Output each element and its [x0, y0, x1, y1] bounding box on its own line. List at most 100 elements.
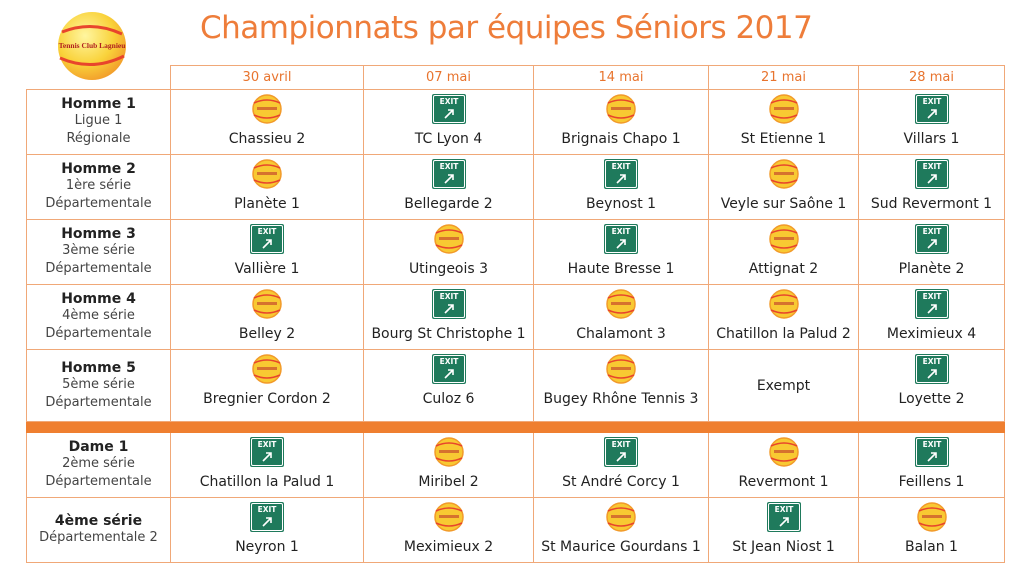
ball-stripe — [253, 99, 281, 104]
ball-stripe — [253, 114, 281, 119]
ball-band — [611, 515, 631, 518]
match: EXIT TC Lyon 4 — [364, 90, 533, 154]
exit-arrow — [926, 304, 937, 314]
match: EXIT Chatillon la Palud 1 — [171, 433, 363, 497]
away-icon: EXIT — [604, 224, 638, 254]
exit-text: EXIT — [922, 440, 942, 449]
team-title: 4ème série — [54, 513, 143, 529]
match-cell: Meximieux 2 — [363, 497, 534, 563]
exit-sign — [431, 94, 466, 124]
away-icon: EXIT — [766, 502, 801, 532]
schedule-table: 30 avril 07 mai 14 mai 21 mai 28 mai Homme 1… — [26, 65, 1005, 563]
team-title: Homme 4 — [61, 291, 136, 307]
opponent: Culoz 6 — [422, 391, 475, 407]
home-icon — [606, 289, 636, 319]
team-row: Homme 4 4ème série Départementale Belley 2 E… — [26, 284, 1005, 350]
exit-text: EXIT — [439, 292, 459, 301]
opponent: Bellegarde 2 — [404, 196, 493, 212]
team-row: Homme 3 3ème série Départementale EXIT Valli… — [26, 219, 1005, 285]
exit-border — [251, 438, 283, 466]
match: EXIT Bourg St Christophe 1 — [364, 285, 533, 349]
ball-stripe — [770, 99, 797, 104]
opponent: Exempt — [756, 377, 811, 394]
team-line: Départementale — [45, 326, 152, 341]
match-cell: Veyle sur Saône 1 — [708, 154, 859, 220]
home-icon — [252, 354, 282, 384]
away-icon: EXIT — [604, 159, 638, 189]
away-icon: EXIT — [914, 437, 949, 467]
opponent: Chalamont 3 — [576, 326, 666, 342]
match: EXIT Bellegarde 2 — [364, 155, 533, 219]
exit-arrow — [443, 304, 454, 314]
ball-stripe — [770, 229, 797, 234]
exit-border — [915, 95, 948, 123]
opponent: Feillens 1 — [898, 474, 965, 490]
ball-stripe — [253, 309, 281, 314]
opponent: Beynost 1 — [585, 196, 657, 212]
exit-text: EXIT — [439, 162, 459, 171]
exit-text: EXIT — [922, 227, 942, 236]
ball-stripe — [770, 179, 797, 184]
exit-sign — [250, 502, 284, 532]
away-icon: EXIT — [250, 224, 284, 254]
ball-band — [257, 107, 277, 110]
opponent: Utingeois 3 — [408, 261, 489, 277]
match-cell: EXIT Culoz 6 — [363, 349, 534, 422]
exit-arrow — [616, 452, 626, 462]
away-icon: EXIT — [914, 289, 949, 319]
exit-sign — [914, 94, 949, 124]
ball-band — [257, 367, 277, 370]
match: St Maurice Gourdans 1 — [534, 498, 708, 562]
ball-stripe — [607, 114, 635, 119]
team-line: 2ème série — [62, 456, 135, 471]
exit-arrow — [926, 109, 937, 119]
ball-stripe — [770, 164, 797, 169]
team-cell: Homme 5 5ème série Départementale — [26, 349, 171, 422]
opponent: St Jean Niost 1 — [732, 539, 835, 555]
match: Bregnier Cordon 2 — [171, 350, 363, 421]
ball-stripe — [435, 244, 462, 249]
match: Brignais Chapo 1 — [534, 90, 708, 154]
team-cell: Homme 3 3ème série Départementale — [26, 219, 171, 285]
opponent: Sud Revermont 1 — [870, 196, 993, 212]
match: EXIT Haute Bresse 1 — [534, 220, 708, 284]
team-cell: Homme 4 4ème série Départementale — [26, 284, 171, 350]
ball-stripe — [253, 359, 281, 364]
ball-band — [921, 515, 942, 518]
exit-border — [432, 160, 465, 188]
exit-arrow — [443, 369, 454, 379]
home-icon — [606, 354, 636, 384]
exit-border — [915, 355, 948, 383]
match-cell: Utingeois 3 — [363, 219, 534, 285]
away-icon: EXIT — [914, 94, 949, 124]
away-icon: EXIT — [914, 159, 949, 189]
match: Exempt — [709, 350, 858, 421]
match: Meximieux 2 — [364, 498, 533, 562]
match: EXIT St André Corcy 1 — [534, 433, 708, 497]
opponent: Belley 2 — [238, 326, 296, 342]
match-cell: EXIT Loyette 2 — [858, 349, 1005, 422]
exit-text: EXIT — [922, 292, 942, 301]
ball-stripe — [253, 179, 281, 184]
ball-stripe — [770, 457, 797, 462]
header-row: 30 avril 07 mai 14 mai 21 mai 28 mai — [26, 65, 1005, 90]
exit-arrow — [262, 239, 272, 249]
match-cell: EXIT Sud Revermont 1 — [858, 154, 1005, 220]
exit-text: EXIT — [612, 227, 632, 236]
team-line: 1ère série — [65, 178, 132, 193]
match-cell: Bugey Rhône Tennis 3 — [533, 349, 709, 422]
home-icon — [606, 502, 636, 532]
match-cell: EXIT TC Lyon 4 — [363, 89, 534, 155]
away-icon: EXIT — [431, 289, 466, 319]
exit-text: EXIT — [922, 162, 942, 171]
match: EXIT Feillens 1 — [859, 433, 1004, 497]
match: EXIT Planète 2 — [859, 220, 1004, 284]
ball-band — [773, 172, 794, 175]
team-line: Ligue 1 — [74, 113, 123, 128]
home-icon — [252, 159, 282, 189]
away-icon: EXIT — [431, 94, 466, 124]
opponent: Loyette 2 — [898, 391, 965, 407]
exit-text: EXIT — [774, 505, 794, 514]
exit-border — [251, 503, 283, 531]
match-cell: EXIT St Jean Niost 1 — [708, 497, 859, 563]
